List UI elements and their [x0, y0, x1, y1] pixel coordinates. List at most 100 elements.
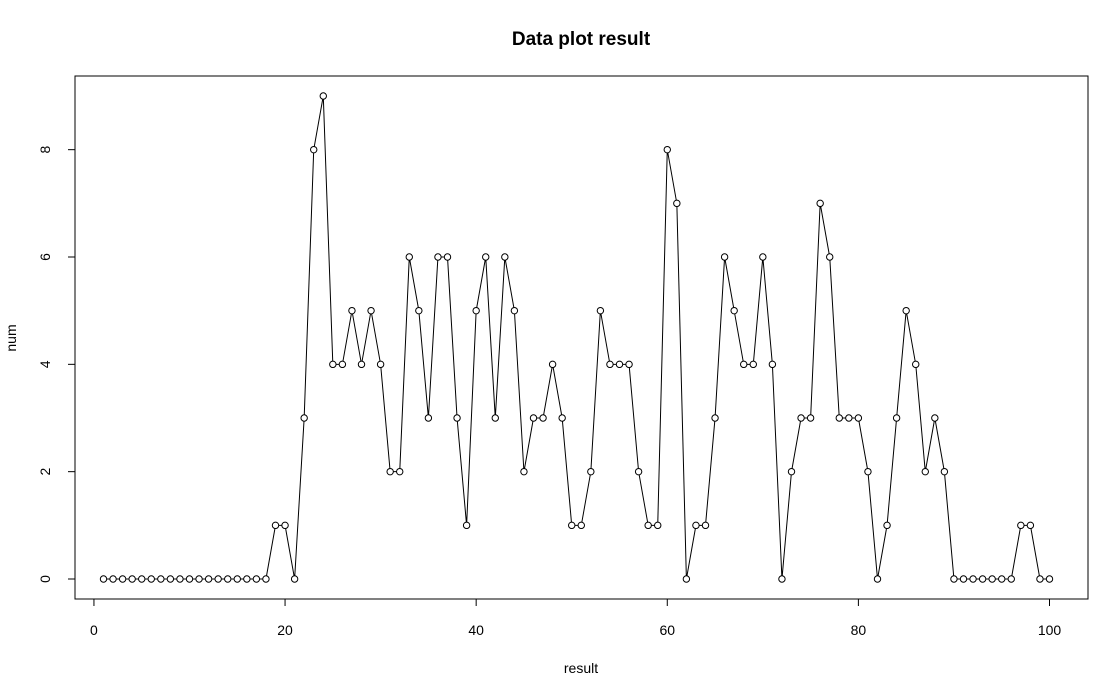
data-point	[157, 575, 165, 583]
data-point	[396, 467, 404, 476]
x-tick-label: 0	[90, 622, 98, 638]
data-point	[281, 521, 289, 530]
data-point	[1007, 575, 1015, 583]
data-point	[1026, 521, 1035, 530]
data-point	[520, 467, 528, 476]
data-point	[224, 575, 232, 583]
data-point	[443, 253, 452, 261]
data-point	[1045, 575, 1054, 583]
data-point	[138, 575, 146, 583]
x-tick-label: 100	[1038, 622, 1062, 638]
data-point	[376, 360, 385, 369]
data-point	[185, 575, 194, 583]
y-tick-label: 8	[37, 146, 53, 154]
data-point	[615, 360, 624, 369]
data-point	[424, 414, 433, 422]
data-point	[902, 306, 910, 315]
data-point	[845, 414, 853, 422]
y-tick-label: 4	[37, 360, 53, 368]
data-point	[883, 521, 891, 530]
data-point	[357, 360, 366, 369]
plot-frame	[74, 75, 1089, 600]
data-point	[864, 467, 872, 476]
data-point	[673, 199, 681, 208]
data-point	[109, 575, 117, 583]
data-point	[329, 360, 337, 369]
x-tick-label: 40	[468, 622, 484, 638]
data-point	[596, 306, 605, 315]
data-point	[625, 360, 633, 369]
series-line	[106, 99, 1047, 580]
data-point	[634, 467, 643, 476]
data-point	[1036, 575, 1044, 583]
data-point	[128, 575, 136, 583]
data-point	[243, 575, 251, 583]
data-point	[367, 306, 375, 315]
data-point	[252, 575, 261, 583]
data-point	[912, 360, 920, 369]
data-point	[558, 414, 566, 422]
data-point	[529, 414, 538, 422]
y-tick-label: 6	[37, 253, 53, 261]
data-point	[663, 145, 671, 154]
data-point	[338, 360, 347, 369]
data-point	[940, 467, 949, 476]
data-point	[921, 467, 929, 476]
y-axis: 0 2 4 6 8	[37, 146, 76, 583]
chart-title: Data plot result	[512, 29, 651, 50]
data-point	[491, 414, 499, 422]
data-point	[568, 521, 576, 530]
data-point	[539, 414, 547, 422]
data-point	[482, 253, 490, 261]
x-axis-label: result	[564, 660, 598, 676]
y-tick-label: 0	[37, 575, 53, 583]
data-point	[510, 306, 519, 315]
data-point	[806, 414, 815, 422]
data-point	[548, 360, 557, 369]
data-point	[166, 575, 175, 583]
data-point	[778, 575, 786, 583]
data-point	[453, 414, 461, 422]
data-point	[854, 414, 863, 422]
series-points	[99, 92, 1054, 583]
data-point	[759, 253, 767, 261]
data-point	[730, 306, 738, 315]
x-tick-label: 60	[659, 622, 675, 638]
data-point	[348, 306, 356, 315]
data-point	[835, 414, 843, 422]
data-point	[931, 414, 939, 422]
data-point	[300, 414, 308, 422]
data-point	[826, 253, 834, 261]
data-point	[816, 199, 824, 208]
data-point	[472, 306, 480, 315]
data-point	[415, 306, 423, 315]
data-point	[787, 467, 796, 476]
data-point	[214, 575, 222, 583]
data-point	[462, 521, 471, 530]
data-point	[271, 521, 280, 530]
data-point	[701, 521, 710, 530]
x-tick-label: 80	[851, 622, 867, 638]
data-point	[577, 521, 585, 530]
x-axis: 0 20 40 60 80 100	[90, 598, 1062, 638]
y-axis-label: num	[3, 324, 19, 351]
data-point	[204, 575, 213, 583]
data-point	[195, 575, 203, 583]
data-point	[644, 521, 652, 530]
data-point	[692, 521, 700, 530]
y-tick-label: 2	[37, 468, 53, 476]
data-point	[176, 575, 184, 583]
data-point	[606, 360, 614, 369]
data-point	[959, 575, 968, 583]
data-point	[998, 575, 1006, 583]
data-point	[988, 575, 996, 583]
data-point	[290, 575, 299, 583]
x-tick-label: 20	[277, 622, 293, 638]
data-point	[1017, 521, 1025, 530]
data-point	[892, 414, 901, 422]
data-point	[950, 575, 958, 583]
data-point	[147, 575, 155, 583]
data-point	[654, 521, 662, 530]
data-point	[501, 253, 509, 261]
data-point	[405, 253, 413, 261]
